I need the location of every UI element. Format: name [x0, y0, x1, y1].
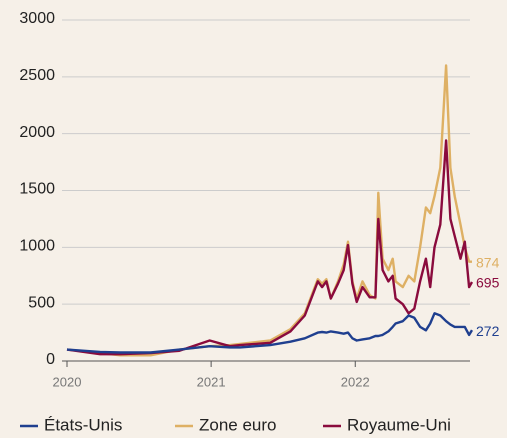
y-tick-label: 3000 — [19, 10, 55, 27]
legend-label: Zone euro — [199, 415, 277, 434]
x-tick-label: 2020 — [53, 374, 82, 389]
y-tick-label: 500 — [28, 294, 55, 311]
x-tick-label: 2021 — [197, 374, 226, 389]
end-value-label: 874 — [476, 254, 500, 270]
y-tick-label: 1500 — [19, 181, 55, 198]
x-tick-label: 2022 — [341, 374, 370, 389]
legend-label: États-Unis — [44, 415, 122, 434]
series-line — [66, 312, 474, 354]
legend-label: Royaume-Uni — [347, 415, 451, 434]
y-tick-label: 1000 — [19, 238, 55, 255]
series-line — [66, 139, 474, 356]
end-value-label: 695 — [476, 275, 500, 291]
y-tick-label: 0 — [46, 351, 55, 368]
end-value-label: 272 — [476, 323, 500, 339]
y-tick-label: 2500 — [19, 67, 55, 84]
y-tick-label: 2000 — [19, 124, 55, 141]
